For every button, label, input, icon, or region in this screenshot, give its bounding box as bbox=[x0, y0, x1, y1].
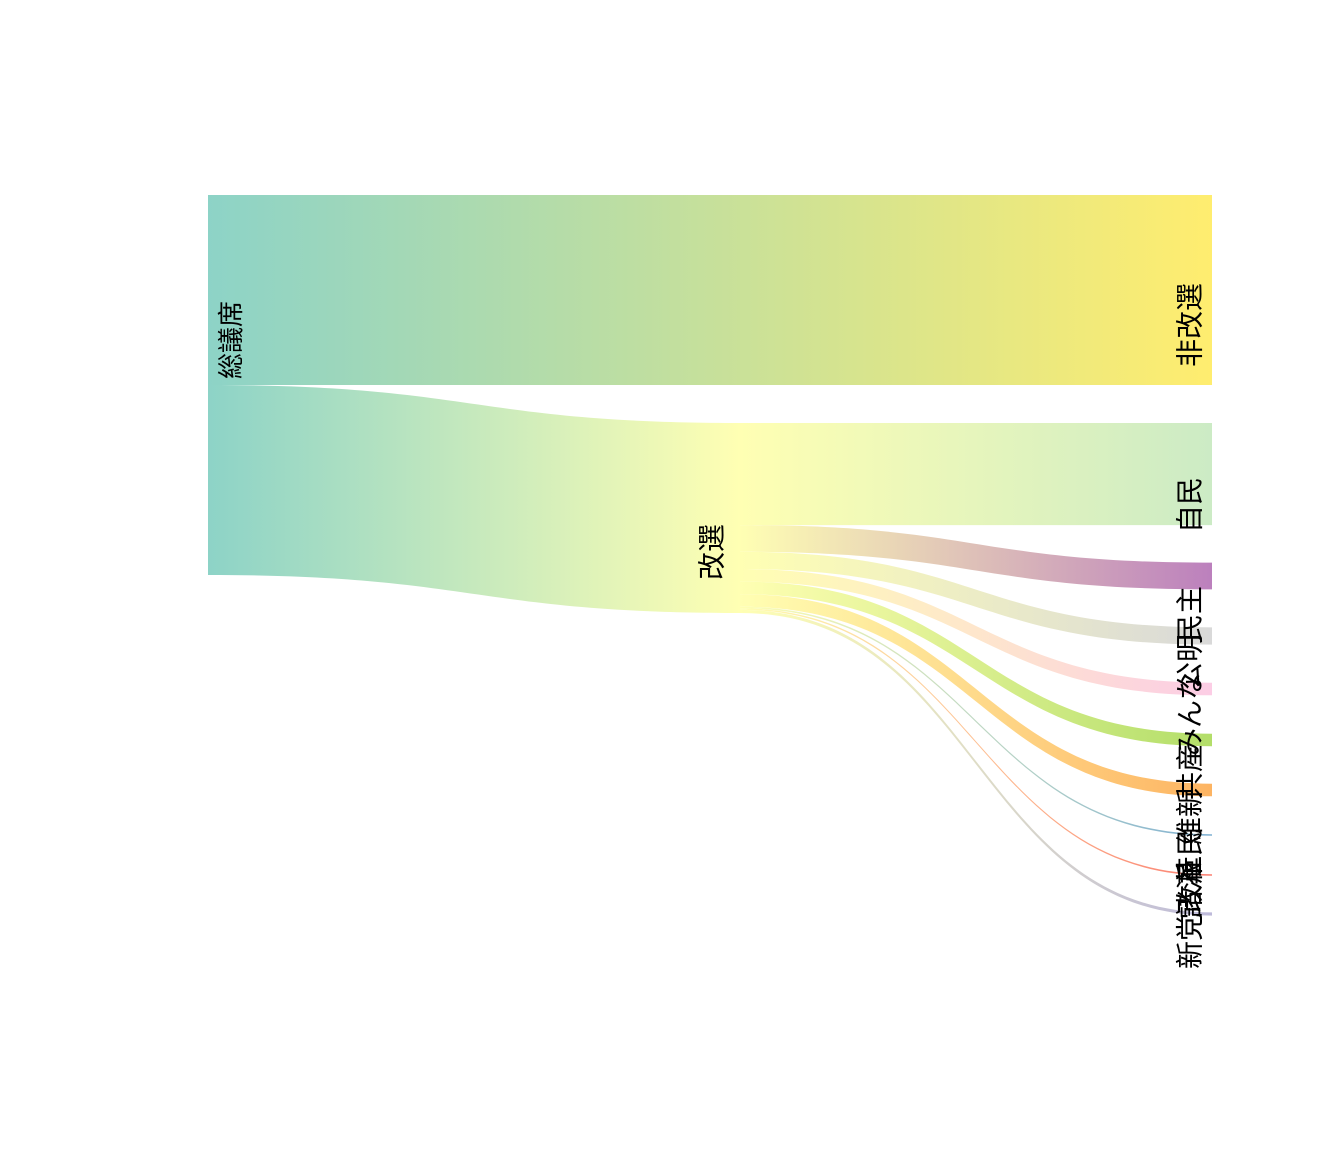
link-kaisen-ishin bbox=[740, 594, 1212, 797]
link-total-kaisen bbox=[208, 385, 740, 613]
link-kaisen-kyosan bbox=[740, 581, 1212, 747]
node-label-kyosan: 共産 bbox=[1174, 744, 1207, 800]
link-kaisen-minshu bbox=[740, 525, 1212, 590]
link-kaisen-jimin bbox=[740, 423, 1212, 526]
node-label-kaikaku: 新党改革 bbox=[1174, 857, 1207, 969]
node-label-shamin: 社民 bbox=[1174, 828, 1207, 884]
link-kaisen-komei bbox=[740, 551, 1212, 645]
link-kaisen-shoha bbox=[740, 608, 1212, 876]
node-label-kaisen: 改選 bbox=[696, 524, 729, 580]
link-kaisen-shamin bbox=[740, 606, 1212, 836]
link-kaisen-kaikaku bbox=[740, 609, 1212, 916]
link-total-hikaisen bbox=[208, 195, 1212, 385]
node-label-jimin: 自民 bbox=[1174, 477, 1207, 533]
node-label-komei: 公明 bbox=[1174, 634, 1207, 690]
node-label-shoha: 諸派 bbox=[1174, 862, 1207, 918]
node-label-minna: みんな bbox=[1174, 672, 1207, 756]
node-label-total: 総議席 bbox=[217, 301, 247, 379]
sankey-links bbox=[208, 195, 1212, 916]
node-label-hikaisen: 非改選 bbox=[1174, 283, 1207, 367]
node-label-minshu: 民主 bbox=[1174, 586, 1207, 642]
node-label-ishin: 維新 bbox=[1174, 789, 1207, 845]
link-kaisen-minna bbox=[740, 569, 1212, 696]
